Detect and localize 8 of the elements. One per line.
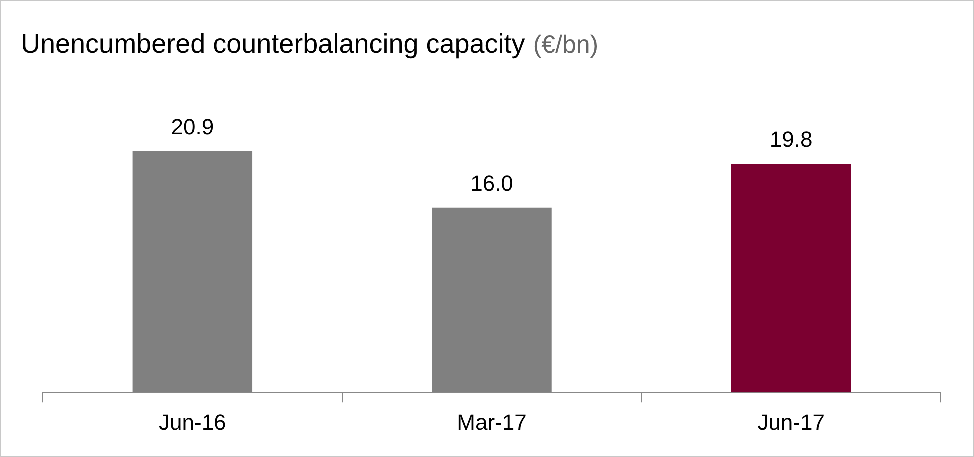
x-tick-label: Jun-17 (758, 410, 825, 435)
chart-subtitle: (€/bn) (533, 31, 599, 59)
x-tick-label: Jun-16 (159, 410, 226, 435)
chart-title: Unencumbered counterbalancing capacity (21, 29, 526, 59)
data-label: 19.8 (770, 127, 813, 152)
data-label: 16.0 (470, 170, 514, 196)
x-tick-label: Mar-17 (457, 410, 527, 435)
data-label: 20.9 (171, 114, 214, 140)
